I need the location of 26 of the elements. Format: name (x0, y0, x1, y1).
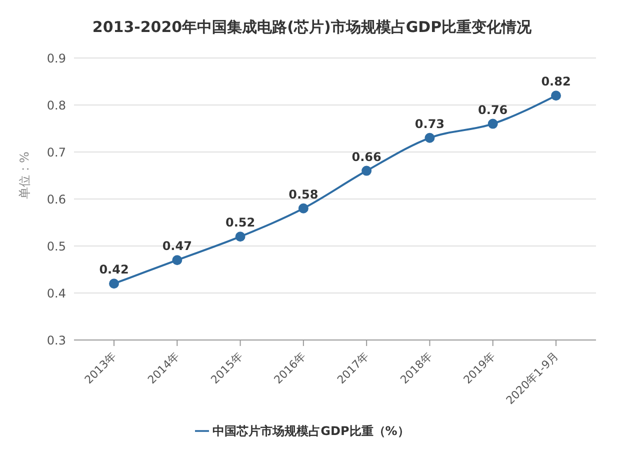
point (235, 232, 246, 242)
point (424, 132, 435, 143)
point (109, 278, 119, 289)
point (551, 90, 561, 101)
y-tick-label: 0.5 (46, 239, 66, 254)
point (488, 118, 498, 129)
point (298, 203, 308, 214)
y-tick-label: 0.6 (46, 192, 66, 206)
data-label: 0.47 (162, 239, 192, 254)
data-label: 0.82 (541, 74, 571, 89)
legend-label: 中国芯片市场规模占GDP比重（%） (212, 424, 410, 438)
chart-title: 2013-2020年中国集成电路(芯片)市场规模占GDP比重变化情况 (91, 17, 533, 38)
point (362, 166, 372, 176)
y-axis-title: 单位：% (17, 152, 32, 199)
y-tick-label: 0.3 (46, 333, 66, 348)
data-label: 0.52 (225, 216, 256, 230)
data-label: 0.58 (288, 187, 318, 202)
y-tick-label: 0.8 (46, 98, 66, 112)
point (172, 255, 182, 266)
data-label: 0.73 (414, 116, 445, 131)
y-tick-label: 0.4 (46, 286, 66, 300)
data-label: 0.76 (478, 102, 508, 117)
data-label: 0.42 (99, 262, 129, 277)
data-label: 0.66 (352, 150, 382, 164)
y-tick-label: 0.9 (46, 51, 66, 66)
y-tick-label: 0.7 (46, 145, 66, 160)
